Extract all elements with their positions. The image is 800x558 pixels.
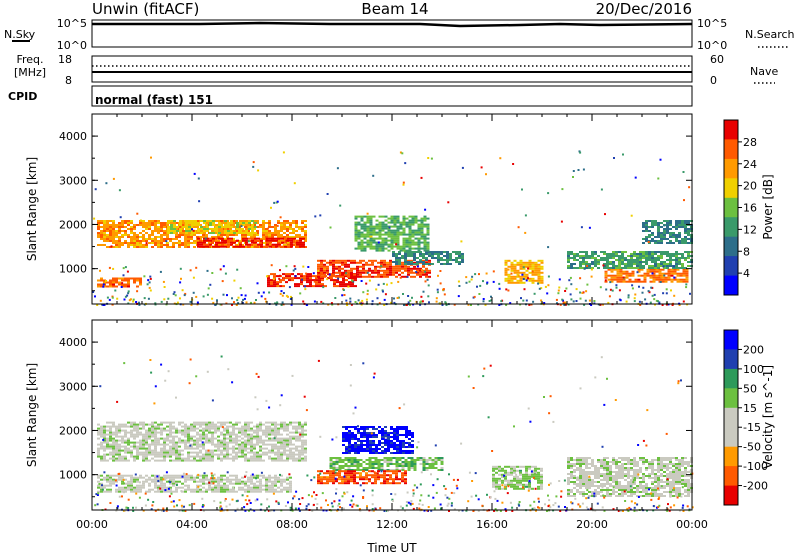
nave-label: Nave	[750, 65, 778, 78]
velocity-colorbar-label: Velocity [m s^-1]	[761, 365, 775, 469]
beam-title: Beam 14	[361, 0, 428, 18]
x-tick-label: 00:00	[76, 518, 108, 531]
freq-tick-bottom: 8	[65, 74, 72, 87]
nsky-trace	[92, 23, 692, 26]
cpid-label: CPID	[8, 90, 37, 103]
power-ylabel: Slant Range [km]	[25, 157, 39, 261]
nsky-label: N.Sky	[4, 28, 36, 41]
colorbar-segment	[724, 198, 738, 218]
cpid-mode: normal (fast) 151	[95, 93, 213, 107]
colorbar-segment	[724, 237, 738, 257]
colorbar-segment	[724, 427, 738, 447]
nsearch-tick-top: 10^5	[697, 17, 727, 30]
x-tick-label: 20:00	[576, 518, 608, 531]
colorbar-segment	[724, 139, 738, 159]
freq-label: Freq.	[16, 53, 43, 66]
power-panel: 1000 2000 3000 4000 Slant Range [km]	[25, 114, 693, 306]
y-tick-label: 4000	[59, 130, 87, 143]
power-colorbar: 28 24 20 16 12 8 4 Power [dB]	[724, 120, 775, 296]
nave-tick-top: 60	[710, 53, 724, 66]
velocity-ylabel: Slant Range [km]	[25, 363, 39, 467]
colorbar-segment	[724, 330, 738, 350]
colorbar-segment	[724, 120, 738, 140]
colorbar-segment	[724, 408, 738, 428]
station-title: Unwin (fitACF)	[92, 0, 199, 18]
colorbar-segment	[724, 388, 738, 408]
colorbar-segment	[724, 256, 738, 276]
y-tick-label: 1000	[59, 263, 87, 276]
colorbar-tick-label: 15	[743, 402, 757, 415]
nsearch-label: N.Search	[745, 28, 795, 41]
colorbar-segment	[724, 178, 738, 198]
x-axis-label: Time UT	[366, 541, 417, 554]
y-tick-label: 3000	[59, 174, 87, 187]
colorbar-tick-label: -50	[743, 441, 761, 454]
colorbar-segment	[724, 217, 738, 237]
y-tick-label: 2000	[59, 218, 87, 231]
freq-strip: Freq. [MHz] 18 8 60 0 Nave	[14, 53, 779, 87]
colorbar-segment	[724, 486, 738, 506]
y-tick-label: 3000	[59, 380, 87, 393]
power-colorbar-label: Power [dB]	[761, 174, 775, 239]
colorbar-tick-label: 12	[743, 223, 757, 236]
colorbar-tick-label: 20	[743, 180, 757, 193]
colorbar-tick-label: -15	[743, 421, 761, 434]
colorbar-tick-label: -200	[743, 480, 768, 493]
colorbar-segment	[724, 447, 738, 467]
nsky-strip: N.Sky 10^5 10^0 10^5 10^0 N.Search	[4, 17, 795, 52]
y-tick-label: 1000	[59, 469, 87, 482]
colorbar-segment	[724, 466, 738, 486]
colorbar-segment	[724, 349, 738, 369]
freq-unit: [MHz]	[14, 66, 46, 79]
colorbar-segment	[724, 276, 738, 296]
nsky-tick-top: 10^5	[57, 17, 87, 30]
nave-tick-bottom: 0	[710, 74, 717, 87]
freq-tick-top: 18	[58, 53, 72, 66]
colorbar-segment	[724, 369, 738, 389]
velocity-panel: 1000 2000 3000 4000 00:00 04:00 08:00 12:00 16:…	[25, 320, 708, 531]
nsearch-tick-bottom: 10^0	[697, 39, 727, 52]
cpid-strip: CPID normal (fast) 151	[8, 86, 692, 107]
colorbar-tick-label: 16	[743, 202, 757, 215]
nsky-tick-bottom: 10^0	[57, 39, 87, 52]
y-tick-label: 2000	[59, 424, 87, 437]
date-title: 20/Dec/2016	[596, 0, 692, 18]
colorbar-tick-label: 50	[743, 382, 757, 395]
colorbar-tick-label: 4	[743, 267, 750, 280]
y-tick-label: 4000	[59, 336, 87, 349]
colorbar-tick-label: 200	[743, 343, 764, 356]
x-tick-label: 12:00	[376, 518, 408, 531]
x-tick-label: 08:00	[276, 518, 308, 531]
colorbar-tick-label: 24	[743, 158, 757, 171]
x-tick-label: 16:00	[476, 518, 508, 531]
colorbar-tick-label: 28	[743, 136, 757, 149]
colorbar-tick-label: 8	[743, 245, 750, 258]
colorbar-segment	[724, 159, 738, 179]
x-tick-label: 04:00	[176, 518, 208, 531]
x-tick-label: 00:00	[676, 518, 708, 531]
